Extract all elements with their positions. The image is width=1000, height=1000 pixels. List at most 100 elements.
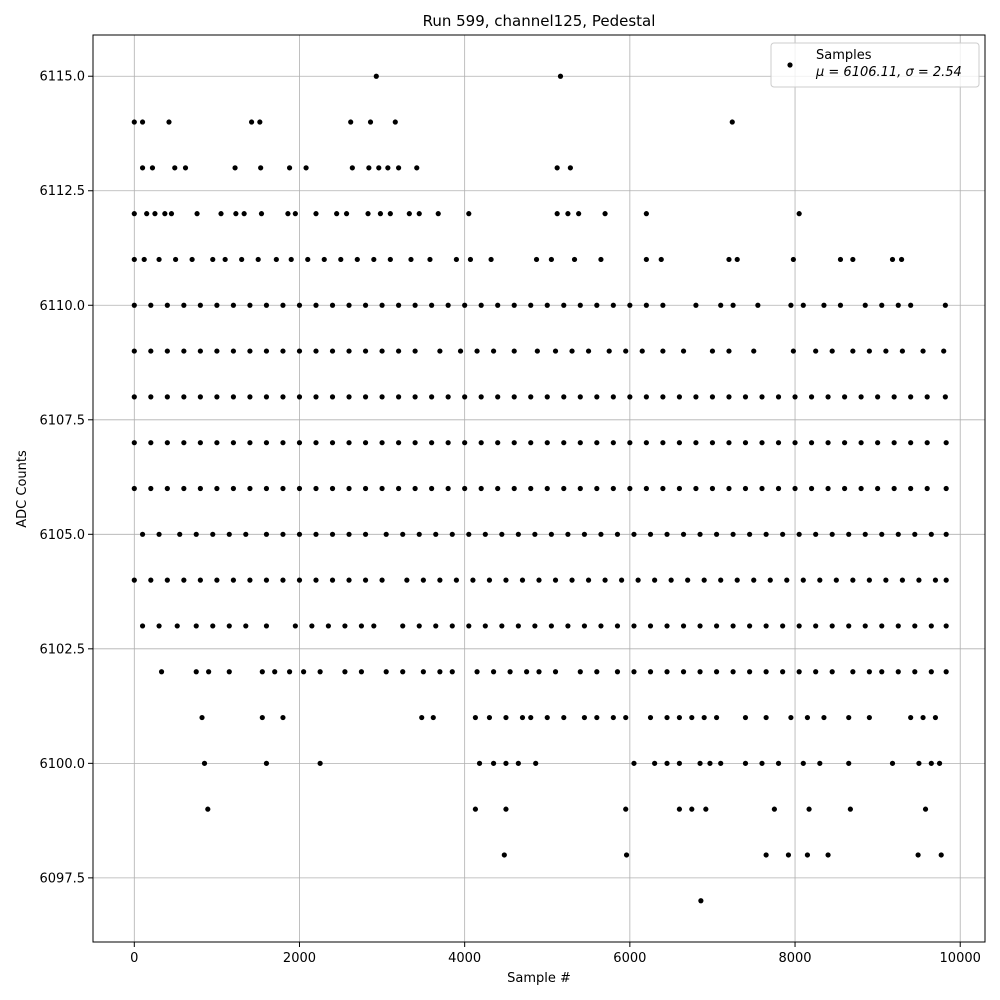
- data-point: [313, 485, 319, 492]
- data-point: [576, 211, 582, 217]
- data-point: [343, 211, 350, 217]
- data-point: [800, 302, 806, 308]
- data-point: [742, 394, 749, 400]
- data-point: [742, 440, 749, 446]
- data-point: [503, 714, 509, 721]
- data-point: [813, 669, 819, 675]
- data-point: [445, 440, 451, 446]
- data-point: [243, 623, 249, 629]
- data-point: [938, 852, 944, 858]
- data-point: [813, 348, 819, 354]
- data-point: [652, 760, 658, 766]
- data-point: [610, 485, 616, 492]
- data-point: [631, 760, 637, 766]
- data-point: [490, 348, 497, 354]
- data-point: [920, 714, 926, 721]
- data-point: [412, 302, 418, 308]
- data-point: [131, 394, 137, 400]
- data-point: [565, 211, 571, 217]
- data-point: [817, 760, 823, 766]
- data-point: [445, 485, 451, 492]
- data-point: [462, 394, 468, 400]
- data-point: [775, 760, 782, 766]
- data-point: [785, 852, 792, 858]
- data-point: [759, 760, 765, 766]
- data-point: [577, 485, 583, 492]
- data-point: [534, 348, 540, 354]
- data-point: [346, 440, 352, 446]
- data-point: [416, 211, 422, 217]
- data-point: [519, 714, 526, 721]
- data-point: [259, 669, 265, 675]
- data-point: [131, 119, 137, 125]
- data-point: [478, 302, 484, 308]
- data-point: [581, 623, 588, 629]
- data-point: [164, 440, 170, 446]
- data-point: [197, 485, 203, 492]
- data-point: [296, 302, 303, 308]
- data-point: [693, 394, 699, 400]
- data-point: [631, 531, 637, 537]
- data-point: [610, 302, 616, 308]
- data-point: [258, 211, 265, 217]
- data-point: [263, 440, 270, 446]
- data-point: [532, 531, 538, 537]
- data-point: [730, 531, 736, 537]
- data-point: [194, 211, 200, 217]
- data-point: [561, 714, 567, 721]
- data-point: [511, 348, 517, 354]
- data-point: [533, 760, 539, 766]
- data-point: [416, 531, 422, 537]
- data-point: [366, 165, 372, 171]
- data-point: [879, 531, 885, 537]
- data-point: [697, 760, 703, 766]
- data-point: [676, 394, 683, 400]
- data-point: [718, 577, 724, 583]
- data-point: [846, 760, 852, 766]
- data-point: [821, 714, 827, 721]
- data-point: [164, 577, 170, 583]
- data-point: [594, 669, 600, 675]
- data-point: [759, 485, 765, 492]
- data-point: [193, 531, 199, 537]
- data-point: [472, 806, 479, 812]
- data-point: [920, 348, 926, 354]
- data-point: [658, 256, 664, 263]
- data-point: [325, 623, 331, 629]
- data-point: [280, 485, 286, 492]
- data-point: [788, 302, 794, 308]
- data-point: [664, 714, 670, 721]
- data-point: [257, 119, 263, 125]
- data-point: [334, 211, 340, 217]
- data-point: [829, 531, 835, 537]
- data-point: [272, 669, 278, 675]
- data-point: [685, 577, 691, 583]
- data-point: [664, 760, 670, 766]
- y-tick-label: 6105.0: [40, 528, 86, 543]
- data-point: [850, 669, 856, 675]
- data-point: [412, 394, 418, 400]
- data-point: [775, 485, 782, 492]
- data-point: [618, 577, 625, 583]
- data-point: [429, 485, 435, 492]
- data-point: [230, 440, 237, 446]
- data-point: [875, 440, 881, 446]
- data-point: [377, 211, 384, 217]
- data-point: [850, 577, 856, 583]
- data-point: [829, 669, 835, 675]
- data-point: [548, 531, 554, 537]
- data-point: [858, 394, 864, 400]
- data-point: [697, 531, 703, 537]
- data-point: [156, 531, 162, 537]
- data-point: [742, 485, 749, 492]
- data-point: [771, 806, 777, 812]
- data-point: [472, 714, 479, 721]
- data-point: [430, 714, 436, 721]
- data-point: [131, 485, 137, 492]
- data-point: [631, 623, 637, 629]
- data-point: [197, 302, 203, 308]
- data-point: [693, 302, 699, 308]
- data-point: [847, 806, 853, 812]
- data-point: [552, 577, 559, 583]
- data-point: [908, 440, 914, 446]
